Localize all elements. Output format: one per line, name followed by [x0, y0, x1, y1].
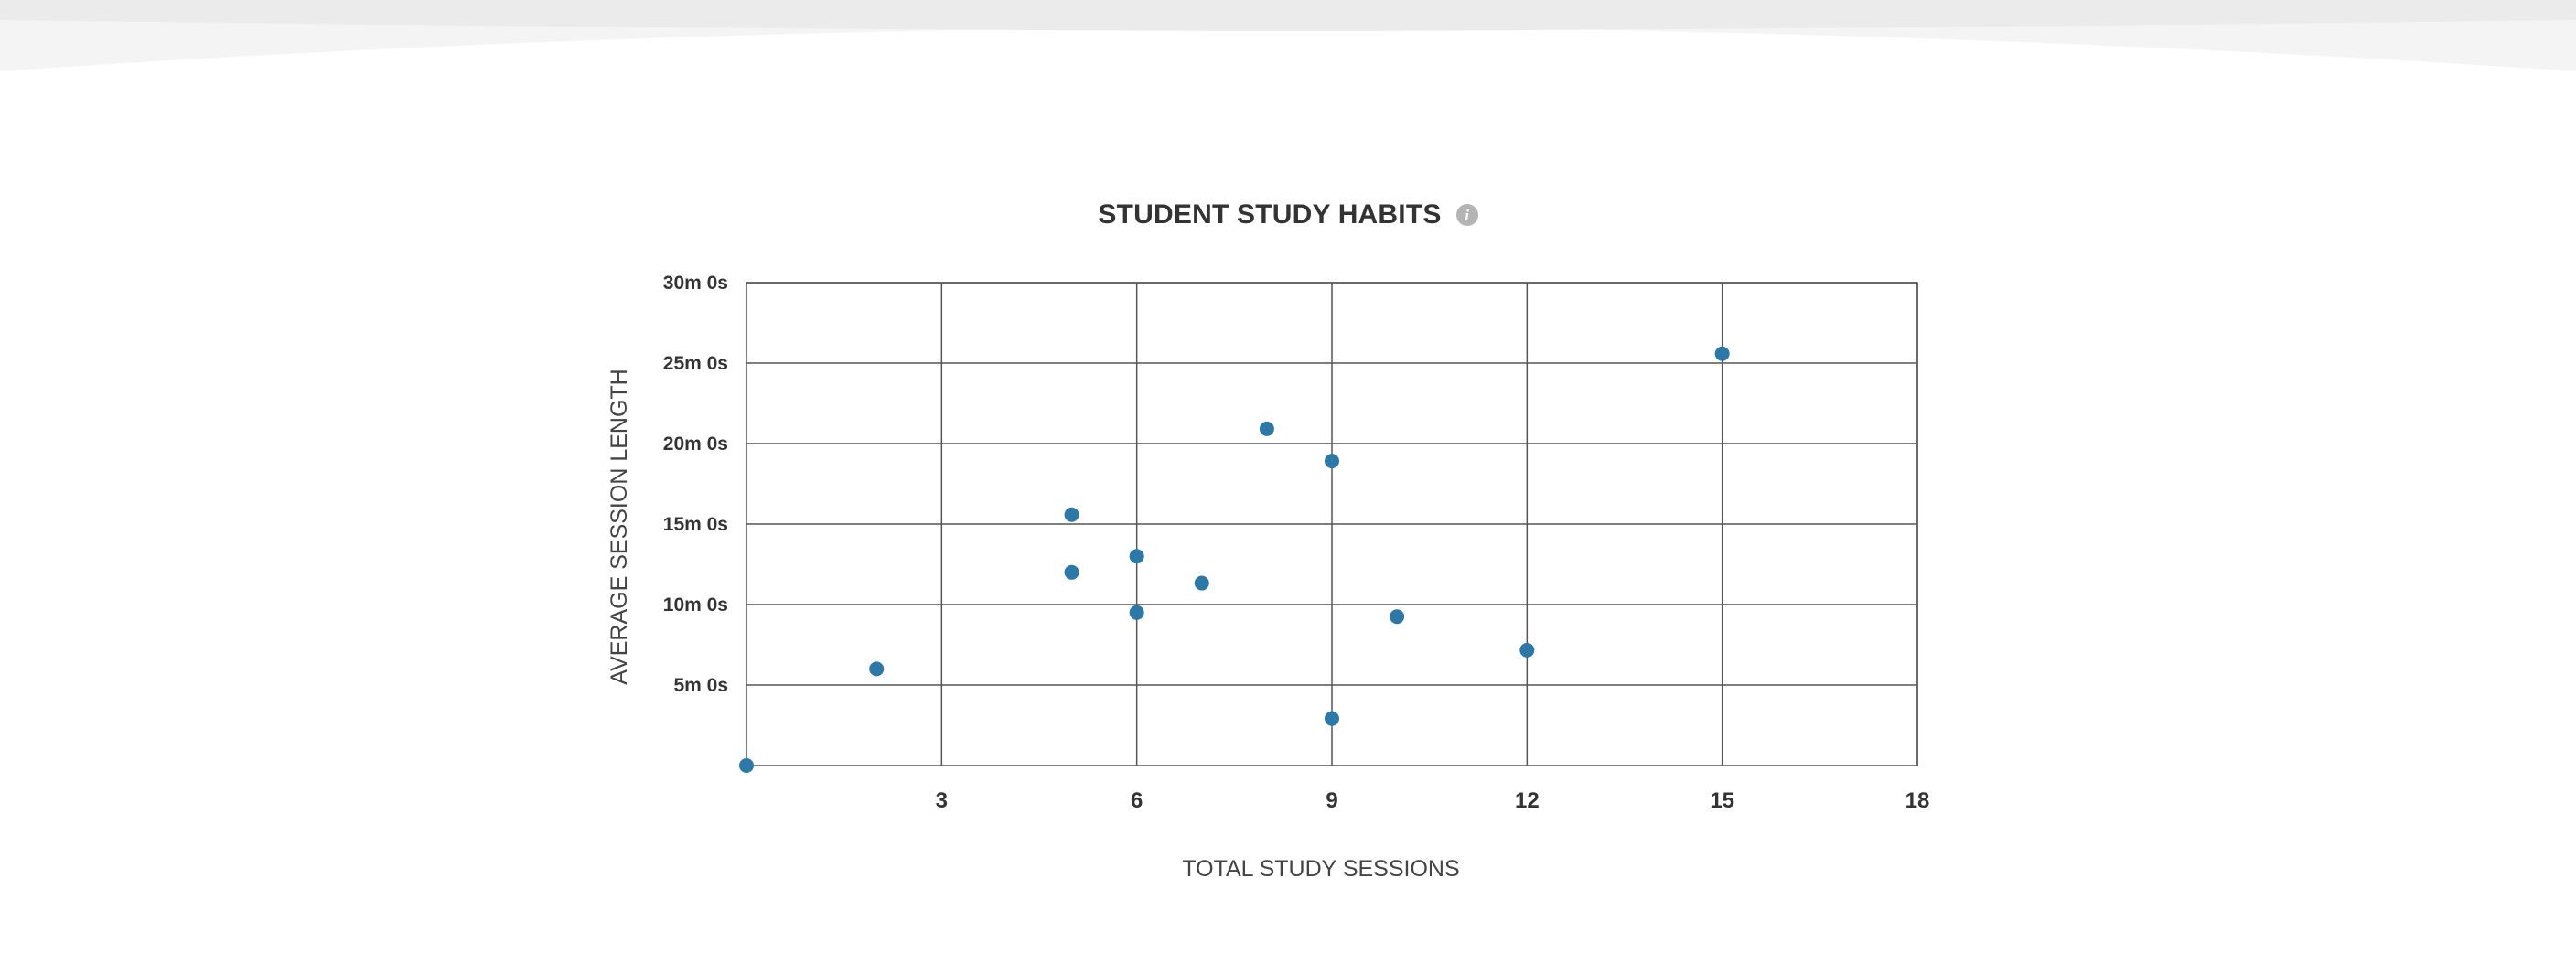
scatter-point [1390, 609, 1405, 625]
x-tick-label: 6 [1131, 788, 1143, 813]
x-tick-label: 18 [1905, 788, 1930, 813]
scatter-point [1519, 642, 1535, 658]
data-points [739, 346, 1730, 773]
x-tick-label: 12 [1515, 788, 1540, 813]
x-axis-label: TOTAL STUDY SESSIONS [1182, 856, 1459, 882]
scatter-point [1714, 346, 1730, 361]
scatter-point [1129, 605, 1144, 620]
x-tick-label: 9 [1326, 788, 1337, 813]
scatter-point [1064, 507, 1079, 522]
scatter-point [1194, 575, 1209, 591]
scatter-point [1064, 564, 1079, 580]
y-tick-label: 10m 0s [663, 594, 728, 616]
y-axis-ticks: 5m 0s 10m 0s 15m 0s 20m 0s 25m 0s 30m 0s [663, 273, 728, 696]
y-tick-label: 5m 0s [673, 675, 728, 696]
scatter-point [869, 661, 885, 677]
y-tick-label: 30m 0s [663, 273, 728, 294]
header-decoration [0, 0, 2576, 71]
scatter-point [1325, 454, 1339, 469]
x-axis-ticks: 3 6 9 12 15 18 [936, 788, 1930, 813]
y-tick-label: 15m 0s [663, 514, 728, 535]
y-tick-label: 20m 0s [663, 434, 728, 455]
chart-title: STUDENT STUDY HABITS [1098, 199, 1442, 230]
grid [746, 282, 1918, 766]
scatter-point [1325, 711, 1339, 726]
chart-header: STUDENT STUDY HABITS i [0, 194, 2576, 236]
scatter-point [739, 758, 754, 773]
info-icon[interactable]: i [1455, 204, 1478, 226]
scatter-point [1129, 549, 1144, 564]
x-tick-label: 15 [1710, 788, 1734, 813]
x-tick-label: 3 [936, 788, 948, 813]
y-axis-label: AVERAGE SESSION LENGTH [606, 369, 632, 684]
scatter-point [1259, 421, 1274, 436]
y-tick-label: 25m 0s [663, 353, 728, 374]
